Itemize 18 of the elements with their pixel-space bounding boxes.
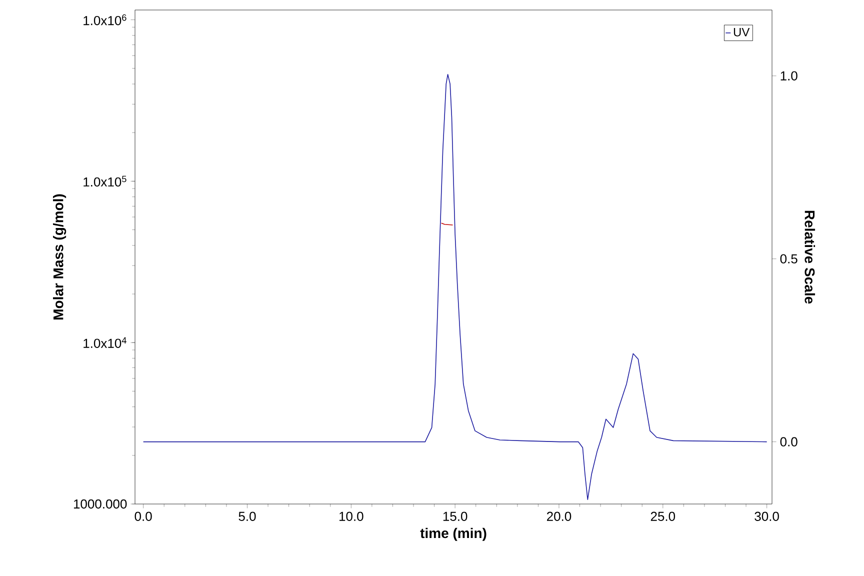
x-axis-title: time (min) (420, 528, 486, 541)
y-tick-label: 1.0x10$^{4}$ (84, 337, 126, 348)
x-tick-label: 20.0 (546, 512, 572, 521)
y2-axis-title: Relative Scale (804, 210, 816, 304)
y-tick-label: 1.0x10$^{6}$ (84, 14, 126, 26)
y-tick-label: 1.0x10$^{5}$ (84, 176, 126, 187)
y2-tick-label: 0.5 (780, 254, 798, 264)
y-axis-title: Molar Mass (g/mol) (53, 194, 66, 320)
legend-label: UV (734, 28, 750, 36)
x-tick-label: 25.0 (650, 512, 676, 521)
x-tick-label: 15.0 (443, 512, 468, 521)
y2-tick-label: 0.0 (780, 437, 798, 446)
x-tick-label: 30.0 (754, 512, 779, 521)
x-tick-label: 10.0 (339, 512, 364, 521)
y-tick-label: 1000.000 (74, 499, 127, 509)
x-tick-label: 5.0 (238, 512, 256, 521)
x-tick-label: 0.0 (134, 512, 152, 521)
y2-tick-label: 1.0 (780, 71, 798, 80)
